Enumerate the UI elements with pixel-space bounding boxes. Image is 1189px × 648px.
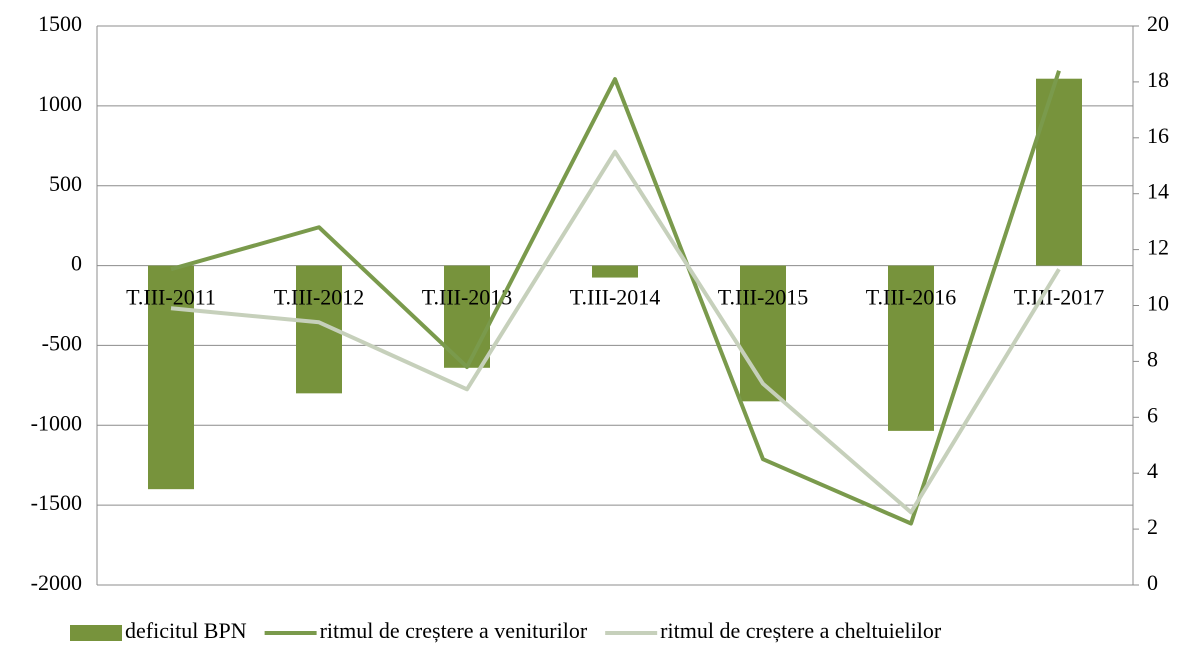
x-tick-label: T.III-2015 [718, 285, 809, 310]
legend-label: ritmul de creștere a veniturilor [320, 618, 588, 643]
y-tick-label: 0 [71, 251, 82, 276]
y2-tick-label: 10 [1147, 291, 1169, 316]
y2-tick-label: 14 [1147, 179, 1169, 204]
legend-swatch [70, 625, 122, 641]
y-tick-label: -500 [42, 330, 82, 355]
y2-tick-label: 16 [1147, 123, 1169, 148]
y2-tick-label: 18 [1147, 67, 1169, 92]
y2-tick-label: 4 [1147, 458, 1158, 483]
bar [148, 265, 194, 490]
x-tick-label: T.III-2011 [126, 285, 216, 310]
line [170, 149, 1061, 515]
y-tick-label: 500 [49, 171, 82, 196]
x-tick-label: T.III-2017 [1014, 285, 1105, 310]
bar [888, 265, 934, 431]
line [170, 70, 1061, 526]
x-tick-label: T.III-2012 [274, 285, 365, 310]
y2-tick-label: 0 [1147, 570, 1158, 595]
y2-tick-label: 6 [1147, 402, 1158, 427]
legend-label: deficitul BPN [125, 618, 247, 643]
y2-tick-label: 2 [1147, 514, 1158, 539]
x-tick-label: T.III-2016 [866, 285, 957, 310]
y-tick-label: 1000 [38, 91, 82, 116]
y-tick-label: -1000 [31, 410, 82, 435]
bar [1036, 78, 1082, 266]
y2-tick-label: 20 [1147, 11, 1169, 36]
bar [740, 265, 786, 402]
y-tick-label: 1500 [38, 11, 82, 36]
y-tick-label: -2000 [31, 570, 82, 595]
y-tick-label: -1500 [31, 490, 82, 515]
bar [592, 265, 638, 278]
legend-label: ritmul de creștere a cheltuielilor [660, 618, 942, 643]
y2-tick-label: 12 [1147, 235, 1169, 260]
x-tick-label: T.III-2014 [570, 285, 661, 310]
y2-tick-label: 8 [1147, 346, 1158, 371]
